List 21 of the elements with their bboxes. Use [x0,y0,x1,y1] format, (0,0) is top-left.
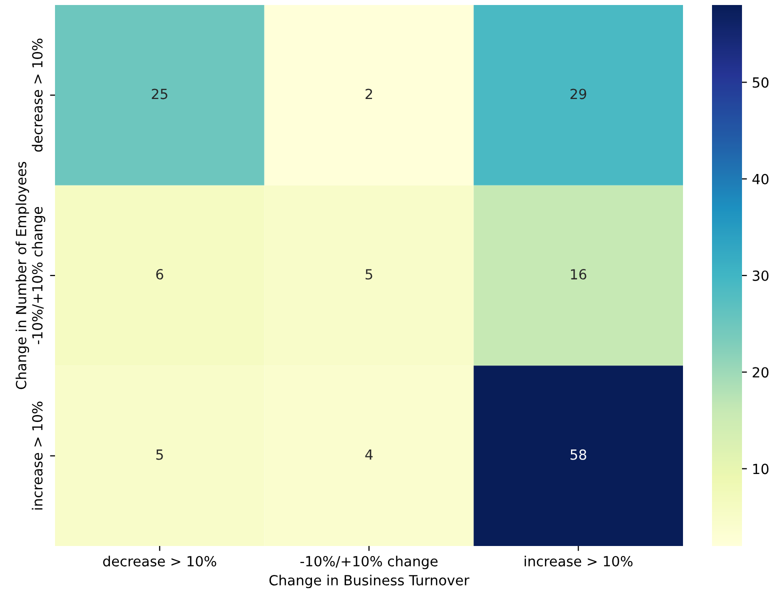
data-label: 16 [571,269,586,280]
color-bar-label: 40 [752,174,768,184]
data-label: 2 [366,88,372,99]
data-label: 6 [156,269,164,280]
data-label: 5 [156,450,163,460]
x-tick-label: decrease > 10% [103,556,216,566]
data-label: 5 [366,269,372,280]
y-tick-label: decrease > 10% [32,38,43,152]
data-label: 29 [570,88,586,100]
color-bar-label: 10 [753,464,768,474]
color-bar-label: 50 [752,77,768,88]
color-bar-label: 30 [752,270,768,281]
x-axis-title: Change in Business Turnover [269,574,470,588]
x-tick-label: increase > 10% [524,556,632,566]
data-label: 58 [570,449,586,460]
y-axis-title: Change in Number of Employees [16,162,30,390]
y-tick-label: -10%/+10% change [32,206,46,344]
data-label: 4 [365,450,373,460]
data-label: 25 [152,88,168,100]
color-bar-label: 20 [752,367,768,378]
x-tick-label: -10%/+10% change [300,556,438,570]
